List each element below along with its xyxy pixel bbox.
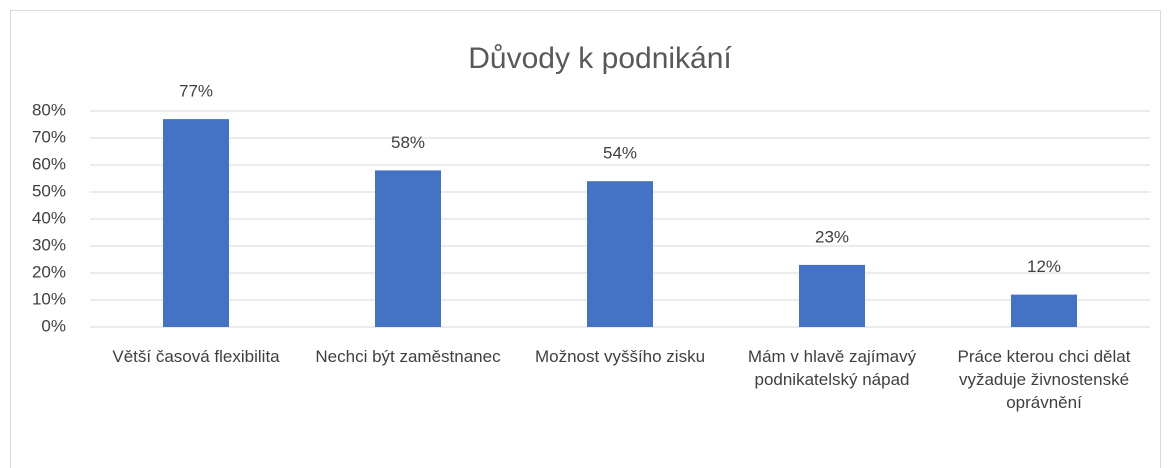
chart-title: Důvody k podnikání xyxy=(468,42,732,75)
x-tick-label: Mám v hlavě zajímavý podnikatelský nápad xyxy=(747,347,917,389)
bar xyxy=(1011,294,1077,327)
data-label: 54% xyxy=(603,144,637,163)
y-tick-label: 70% xyxy=(32,127,66,146)
x-tick-label: Větší časová flexibilita xyxy=(112,347,280,366)
data-label: 12% xyxy=(1027,257,1061,276)
y-tick-label: 0% xyxy=(41,316,66,335)
y-tick-label: 30% xyxy=(32,235,66,254)
y-tick-label: 60% xyxy=(32,154,66,173)
data-label: 77% xyxy=(179,82,213,101)
y-tick-label: 20% xyxy=(32,262,66,281)
y-tick-label: 50% xyxy=(32,181,66,200)
x-tick-label: Nechci být zaměstnanec xyxy=(315,347,501,366)
y-tick-label: 40% xyxy=(32,208,66,227)
bar xyxy=(587,181,653,327)
y-tick-label: 80% xyxy=(32,100,66,119)
bar xyxy=(799,264,865,327)
data-label: 58% xyxy=(391,133,425,152)
chart-border xyxy=(10,10,1161,468)
bar xyxy=(375,170,441,327)
y-tick-label: 10% xyxy=(32,289,66,308)
x-tick-label: Možnost vyššího zisku xyxy=(534,347,706,366)
x-tick-label: Práce kterou chci dělat vyžaduje živnost… xyxy=(957,347,1131,412)
data-label: 23% xyxy=(815,227,849,246)
bar xyxy=(163,119,229,327)
